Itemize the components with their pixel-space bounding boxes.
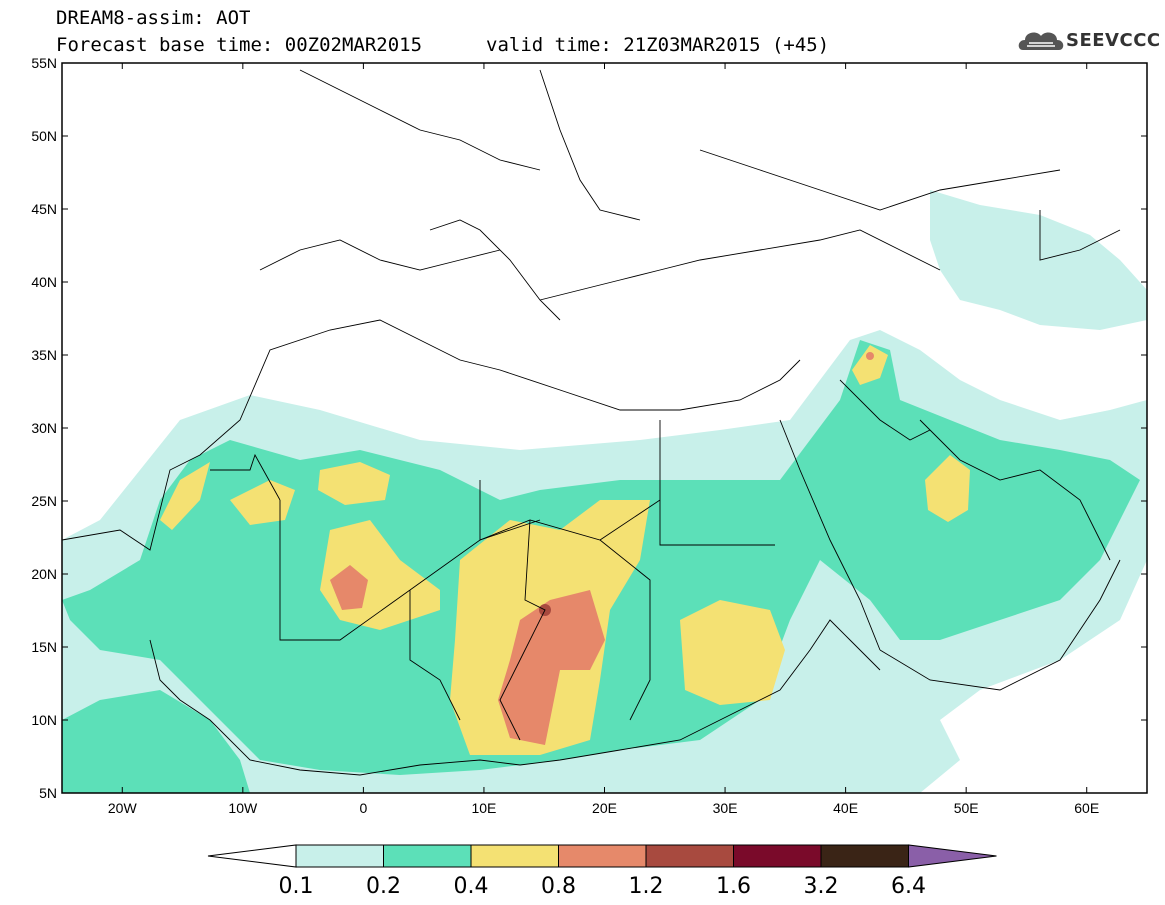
colorbar-label: 0.4 [454, 874, 489, 899]
lat-tick-label: 40N [31, 274, 57, 290]
colorbar: 0.1 0.2 0.4 0.8 1.2 1.6 3.2 6.4 [207, 844, 997, 899]
colorbar-under-arrow [207, 844, 297, 868]
colorbar-label: 0.2 [366, 874, 401, 899]
colorbar-segment [470, 844, 559, 868]
aot-field [62, 190, 1147, 793]
lat-tick-label: 45N [31, 201, 57, 217]
cloud-icon [1018, 32, 1064, 50]
valid-time: valid time: 21Z03MAR2015 (+45) [486, 34, 830, 56]
lat-tick-label: 5N [39, 785, 57, 801]
chart-title: DREAM8-assim: AOT [56, 7, 251, 29]
colorbar-label: 0.1 [279, 874, 314, 899]
colorbar-segment [558, 844, 647, 868]
lat-tick-label: 10N [31, 712, 57, 728]
lon-tick-label: 30E [713, 800, 738, 816]
colorbar-segment [820, 844, 909, 868]
colorbar-segment [645, 844, 734, 868]
lon-tick-label: 10W [228, 800, 258, 816]
lon-tick-label: 40E [833, 800, 858, 816]
colorbar-label: 6.4 [891, 874, 926, 899]
colorbar-over-arrow [908, 844, 997, 868]
lat-tick-label: 55N [31, 55, 57, 71]
logo-text: SEEVCCC [1066, 30, 1161, 51]
lat-tick-label: 30N [31, 420, 57, 436]
lon-tick-label: 20E [592, 800, 617, 816]
colorbar-label: 1.2 [629, 874, 664, 899]
colorbar-label: 3.2 [804, 874, 839, 899]
lat-tick-label: 15N [31, 639, 57, 655]
colorbar-segment [383, 844, 472, 868]
lon-tick-label: 20W [108, 800, 138, 816]
forecast-base-time: Forecast base time: 00Z02MAR2015 [56, 34, 423, 56]
lon-tick-label: 50E [954, 800, 979, 816]
lon-tick-label: 0 [359, 800, 367, 816]
colorbar-label: 1.6 [716, 874, 751, 899]
lat-tick-label: 20N [31, 566, 57, 582]
lat-tick-label: 35N [31, 347, 57, 363]
lat-tick-label: 25N [31, 493, 57, 509]
lon-tick-label: 10E [471, 800, 496, 816]
country-borders [62, 69, 1121, 776]
lat-tick-label: 50N [31, 128, 57, 144]
colorbar-segment [733, 844, 822, 868]
lon-tick-label: 60E [1074, 800, 1099, 816]
colorbar-label: 0.8 [541, 874, 576, 899]
colorbar-segment [295, 844, 384, 868]
latitude-axis: 55N 50N 45N 40N 35N 30N 25N 20N 15N 10N 5N [31, 55, 1147, 801]
longitude-axis: 20W 10W 0 10E 20E 30E 40E 50E 60E [108, 63, 1099, 816]
